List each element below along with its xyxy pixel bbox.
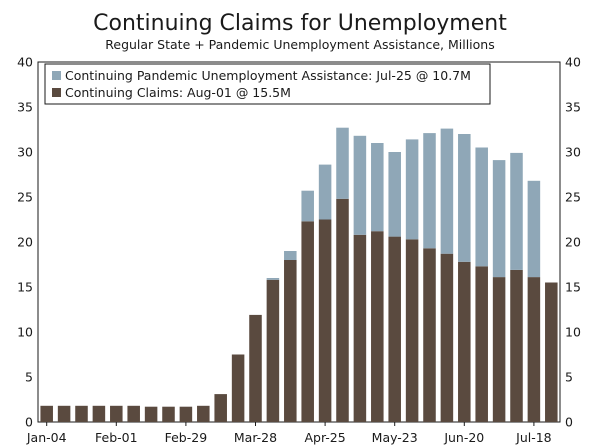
y-tick-right-10: 10 <box>565 325 581 340</box>
y-axis-left: 0 5 10 15 20 25 30 35 40 <box>17 55 33 430</box>
legend-label-pua: Continuing Pandemic Unemployment Assista… <box>65 68 471 83</box>
bar-continuing-claims-19 <box>371 231 384 422</box>
y-tick-right-25: 25 <box>565 190 581 205</box>
x-tick-label-28: Jul-18 <box>515 430 552 445</box>
bar-pua-22 <box>423 133 436 249</box>
bar-continuing-claims-27 <box>510 269 523 422</box>
x-tick-label-20: May-23 <box>372 430 418 445</box>
bar-continuing-claims-0 <box>40 405 53 422</box>
y-tick-left-20: 20 <box>17 235 33 250</box>
bar-pua-16 <box>318 164 332 220</box>
bar-pua-13 <box>266 278 280 280</box>
y-tick-left-10: 10 <box>17 325 33 340</box>
bars-layer <box>40 127 558 422</box>
bar-continuing-claims-29 <box>545 282 558 422</box>
bar-continuing-claims-28 <box>527 277 541 422</box>
bar-continuing-claims-3 <box>92 405 106 422</box>
x-tick-label-12: Mar-28 <box>234 430 277 445</box>
bar-continuing-claims-12 <box>249 314 262 422</box>
legend-label-continuing: Continuing Claims: Aug-01 @ 15.5M <box>65 85 291 100</box>
bar-continuing-claims-9 <box>197 405 210 422</box>
x-tick-label-4: Feb-01 <box>95 430 138 445</box>
chart-title: Continuing Claims for Unemployment <box>93 11 507 36</box>
bar-continuing-claims-15 <box>301 221 314 422</box>
bar-continuing-claims-7 <box>162 406 175 422</box>
y-tick-left-35: 35 <box>17 100 33 115</box>
bar-pua-25 <box>475 147 488 267</box>
y-tick-right-30: 30 <box>565 145 581 160</box>
x-tick-label-24: Jun-20 <box>443 430 484 445</box>
bar-continuing-claims-4 <box>110 405 123 422</box>
bar-pua-28 <box>527 180 541 278</box>
y-axis-right: 0 5 10 15 20 25 30 35 40 <box>565 55 581 430</box>
chart-subtitle: Regular State + Pandemic Unemployment As… <box>105 37 494 52</box>
y-tick-right-5: 5 <box>565 370 573 385</box>
bar-pua-18 <box>353 135 367 235</box>
y-tick-right-15: 15 <box>565 280 581 295</box>
bar-continuing-claims-5 <box>127 405 140 422</box>
bar-continuing-claims-8 <box>179 406 193 422</box>
bar-pua-17 <box>336 127 349 199</box>
bar-pua-14 <box>284 251 297 260</box>
x-tick-label-16: Apr-25 <box>304 430 345 445</box>
bar-pua-15 <box>301 190 314 222</box>
y-tick-left-40: 40 <box>17 55 33 70</box>
bar-continuing-claims-24 <box>458 261 471 422</box>
bar-pua-24 <box>458 134 471 262</box>
bar-continuing-claims-26 <box>492 277 506 422</box>
y-tick-left-15: 15 <box>17 280 33 295</box>
bar-continuing-claims-16 <box>318 219 332 422</box>
plot-frame <box>37 61 561 423</box>
y-tick-left-25: 25 <box>17 190 33 205</box>
bar-continuing-claims-20 <box>388 236 401 422</box>
bar-pua-27 <box>510 152 523 270</box>
bar-continuing-claims-25 <box>475 266 488 422</box>
bar-pua-21 <box>405 139 419 240</box>
bar-continuing-claims-13 <box>266 279 280 422</box>
bar-continuing-claims-1 <box>57 405 71 422</box>
bar-continuing-claims-10 <box>214 394 227 422</box>
y-tick-right-20: 20 <box>565 235 581 250</box>
bar-pua-26 <box>492 160 506 278</box>
legend-swatch-pua <box>52 71 61 80</box>
y-tick-left-5: 5 <box>25 370 33 385</box>
legend-swatch-continuing <box>52 88 61 97</box>
y-tick-right-35: 35 <box>565 100 581 115</box>
bar-continuing-claims-23 <box>440 253 454 422</box>
legend-box <box>44 63 491 105</box>
bar-continuing-claims-11 <box>231 354 245 422</box>
y-tick-left-30: 30 <box>17 145 33 160</box>
y-tick-right-0: 0 <box>565 415 573 430</box>
x-axis: Jan-04 Feb-01 Feb-29 Mar-28 Apr-25 May-23 Jun-… <box>26 422 552 445</box>
bar-continuing-claims-17 <box>336 198 349 422</box>
bar-continuing-claims-6 <box>144 406 158 422</box>
bar-pua-19 <box>371 143 384 232</box>
bar-continuing-claims-18 <box>353 234 367 422</box>
x-tick-label-8: Feb-29 <box>165 430 208 445</box>
bar-continuing-claims-2 <box>75 405 88 422</box>
bar-pua-20 <box>388 152 401 237</box>
y-tick-left-0: 0 <box>25 415 33 430</box>
bar-continuing-claims-22 <box>423 248 436 422</box>
bar-pua-23 <box>440 128 454 254</box>
y-tick-right-40: 40 <box>565 55 581 70</box>
legend: Continuing Pandemic Unemployment Assista… <box>44 63 491 105</box>
x-tick-label-0: Jan-04 <box>26 430 67 445</box>
bar-continuing-claims-21 <box>405 239 419 422</box>
bar-continuing-claims-14 <box>284 260 297 422</box>
